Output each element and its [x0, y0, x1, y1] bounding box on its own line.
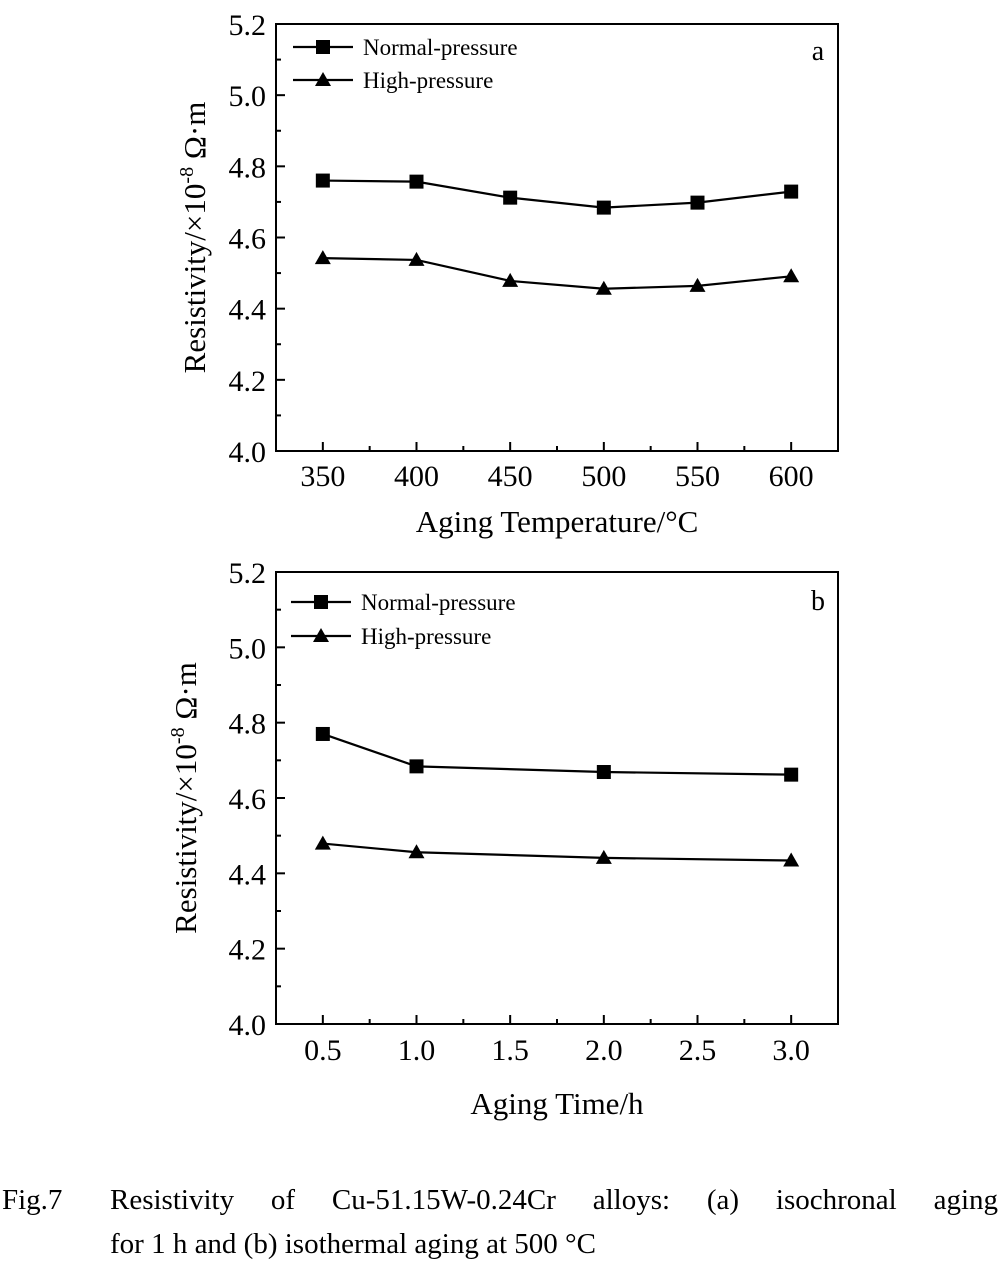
y-tick-label: 4.0 — [229, 1009, 267, 1042]
series-high-pressure — [314, 250, 800, 295]
legend-marker — [313, 628, 329, 642]
legend-marker — [314, 595, 328, 609]
caption-line-2: for 1 h and (b) isothermal aging at 500 … — [110, 1228, 596, 1260]
data-point — [784, 767, 799, 782]
data-point — [408, 251, 425, 266]
panel-label: b — [811, 586, 825, 617]
series-line — [322, 732, 792, 776]
y-tick-label: 4.0 — [229, 436, 267, 469]
y-tick-label: 5.0 — [229, 632, 267, 665]
y-tick-label: 5.2 — [229, 9, 267, 42]
y-tick-label: 4.8 — [229, 151, 267, 184]
legend-entry: High-pressure — [291, 624, 491, 649]
y-tick-label: 5.0 — [229, 80, 267, 113]
y-tick-label: 4.4 — [229, 294, 267, 327]
x-tick-label: 1.5 — [491, 1034, 529, 1067]
x-tick-label: 400 — [394, 460, 439, 493]
legend-entry: High-pressure — [293, 68, 493, 93]
legend-entry: Normal-pressure — [293, 35, 518, 60]
legend-label: Normal-pressure — [361, 590, 516, 615]
legend-marker — [315, 72, 331, 86]
data-point — [783, 268, 800, 283]
x-axis-label: Aging Temperature/°C — [416, 504, 699, 539]
x-tick-label: 350 — [300, 460, 345, 493]
data-point — [784, 184, 799, 199]
y-tick-label: 4.2 — [229, 934, 267, 967]
data-point — [595, 849, 612, 864]
legend-label: Normal-pressure — [363, 35, 518, 60]
data-point — [596, 765, 611, 780]
data-point — [690, 195, 705, 210]
x-tick-label: 600 — [769, 460, 814, 493]
x-tick-label: 500 — [581, 460, 626, 493]
chart-panel-a: 4.0 4.2 4.4 4.6 4.8 5.0 5.2 350 400 450 500 550 600 A… — [176, 9, 839, 539]
y-tick-label: 4.4 — [229, 858, 267, 891]
y-tick-label: 4.8 — [229, 708, 267, 741]
panel-label: a — [812, 36, 825, 67]
data-point — [409, 759, 424, 774]
data-point — [596, 200, 611, 215]
figure-caption: Fig.7 Resistivity of Cu-51.15W-0.24Cr al… — [0, 1178, 1002, 1278]
data-point — [689, 277, 706, 292]
series-line — [322, 179, 792, 209]
data-point — [314, 250, 331, 265]
legend-marker — [316, 40, 330, 54]
x-tick-label: 450 — [488, 460, 533, 493]
data-point — [409, 174, 424, 189]
chart-panel-b: 4.0 4.2 4.4 4.6 4.8 5.0 5.2 0.5 1.0 1.5 2.0 2.5 3.0 A… — [167, 557, 839, 1121]
legend-entry: Normal-pressure — [291, 590, 516, 615]
data-point — [783, 852, 800, 867]
data-point — [408, 844, 425, 859]
series-line — [322, 257, 792, 290]
x-tick-label: 550 — [675, 460, 720, 493]
y-axis-label: Resistivity/×10-8 Ω·m — [167, 662, 203, 934]
data-point — [503, 190, 518, 205]
caption-number: Fig.7 — [2, 1184, 63, 1216]
legend-label: High-pressure — [361, 624, 491, 649]
x-tick-label: 0.5 — [304, 1034, 342, 1067]
y-axis-label: Resistivity/×10-8 Ω·m — [176, 102, 212, 374]
x-tick-label: 1.0 — [398, 1034, 436, 1067]
data-point — [315, 726, 330, 741]
series-normal-pressure — [315, 726, 799, 782]
data-point — [315, 173, 330, 188]
data-point — [314, 835, 331, 850]
x-axis-label: Aging Time/h — [470, 1086, 644, 1121]
y-tick-label: 4.6 — [229, 783, 267, 816]
x-tick-label: 2.0 — [585, 1034, 623, 1067]
y-tick-label: 4.6 — [229, 223, 267, 256]
series-high-pressure — [314, 835, 800, 867]
x-tick-label: 3.0 — [772, 1034, 810, 1067]
data-point — [502, 272, 519, 287]
caption-line-1: Resistivity of Cu-51.15W-0.24Cr alloys: … — [110, 1184, 998, 1216]
y-tick-label: 5.2 — [229, 557, 267, 590]
plot-frame — [275, 23, 839, 452]
series-line — [322, 842, 792, 862]
x-tick-label: 2.5 — [679, 1034, 717, 1067]
data-point — [595, 280, 612, 295]
y-tick-label: 4.2 — [229, 365, 267, 398]
legend-label: High-pressure — [363, 68, 493, 93]
series-normal-pressure — [315, 173, 799, 215]
